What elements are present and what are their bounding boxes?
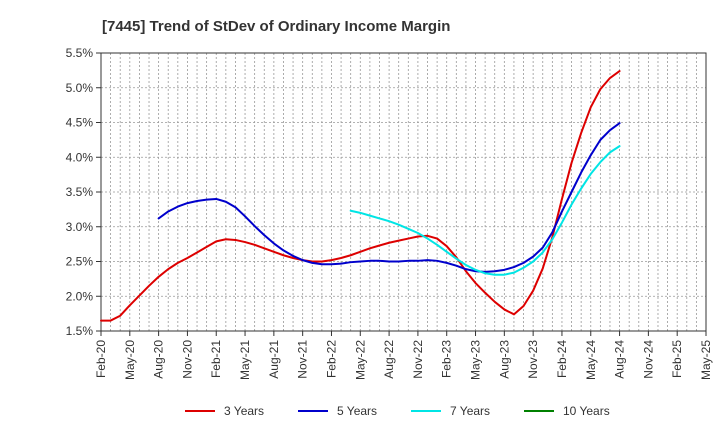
y-tick-label: 5.5% xyxy=(66,46,94,60)
legend: 3 Years 5 Years 7 Years 10 Years xyxy=(185,404,610,418)
x-tick-label: Aug-21 xyxy=(267,340,281,379)
x-tick-label: Aug-23 xyxy=(497,340,511,379)
x-tick-label: May-22 xyxy=(353,340,367,380)
y-tick-label: 4.0% xyxy=(66,150,94,164)
y-tick-label: 3.5% xyxy=(66,185,94,199)
plot-frame xyxy=(100,52,707,332)
y-tick-label: 3.0% xyxy=(66,220,94,234)
x-tick-label: May-21 xyxy=(238,340,252,380)
y-tick-label: 4.5% xyxy=(66,116,94,130)
y-tick-label: 2.5% xyxy=(66,255,94,269)
x-tick-label: May-23 xyxy=(469,340,483,380)
x-tick-label: Feb-25 xyxy=(670,340,684,378)
y-tick-label: 5.0% xyxy=(66,81,94,95)
series-line-7-years xyxy=(349,145,621,276)
series-line-3-years xyxy=(100,70,621,322)
grid-layer xyxy=(101,53,706,331)
legend-label: 5 Years xyxy=(337,404,377,418)
x-tick-label: Feb-21 xyxy=(209,340,223,378)
y-tick-label: 2.0% xyxy=(66,289,94,303)
x-axis: Feb-20 May-20 Aug-20 Nov-20 Feb-21 May-21 Aug-… xyxy=(94,331,713,380)
x-tick-label: Nov-21 xyxy=(296,340,310,379)
series-line-5-years xyxy=(157,122,621,273)
x-tick-label: Aug-20 xyxy=(152,340,166,379)
x-tick-label: May-24 xyxy=(584,340,598,380)
x-tick-label: Nov-24 xyxy=(641,340,655,379)
legend-label: 10 Years xyxy=(563,404,610,418)
chart-title: [7445] Trend of StDev of Ordinary Income… xyxy=(102,18,450,35)
x-tick-label: May-25 xyxy=(699,340,713,380)
x-tick-label: Feb-20 xyxy=(94,340,108,378)
x-tick-label: Feb-22 xyxy=(324,340,338,378)
x-tick-label: Nov-23 xyxy=(526,340,540,379)
series-layer xyxy=(100,70,621,322)
x-tick-label: May-20 xyxy=(123,340,137,380)
x-tick-label: Nov-22 xyxy=(411,340,425,379)
legend-label: 3 Years xyxy=(224,404,264,418)
x-tick-label: Aug-24 xyxy=(613,340,627,379)
y-tick-label: 1.5% xyxy=(66,324,94,338)
x-tick-label: Nov-20 xyxy=(180,340,194,379)
x-tick-label: Feb-23 xyxy=(440,340,454,378)
y-axis: 1.5% 2.0% 2.5% 3.0% 3.5% 4.0% 4.5% 5.0% 5.5% xyxy=(66,46,101,338)
x-tick-label: Aug-22 xyxy=(382,340,396,379)
legend-label: 7 Years xyxy=(450,404,490,418)
x-tick-label: Feb-24 xyxy=(555,340,569,378)
